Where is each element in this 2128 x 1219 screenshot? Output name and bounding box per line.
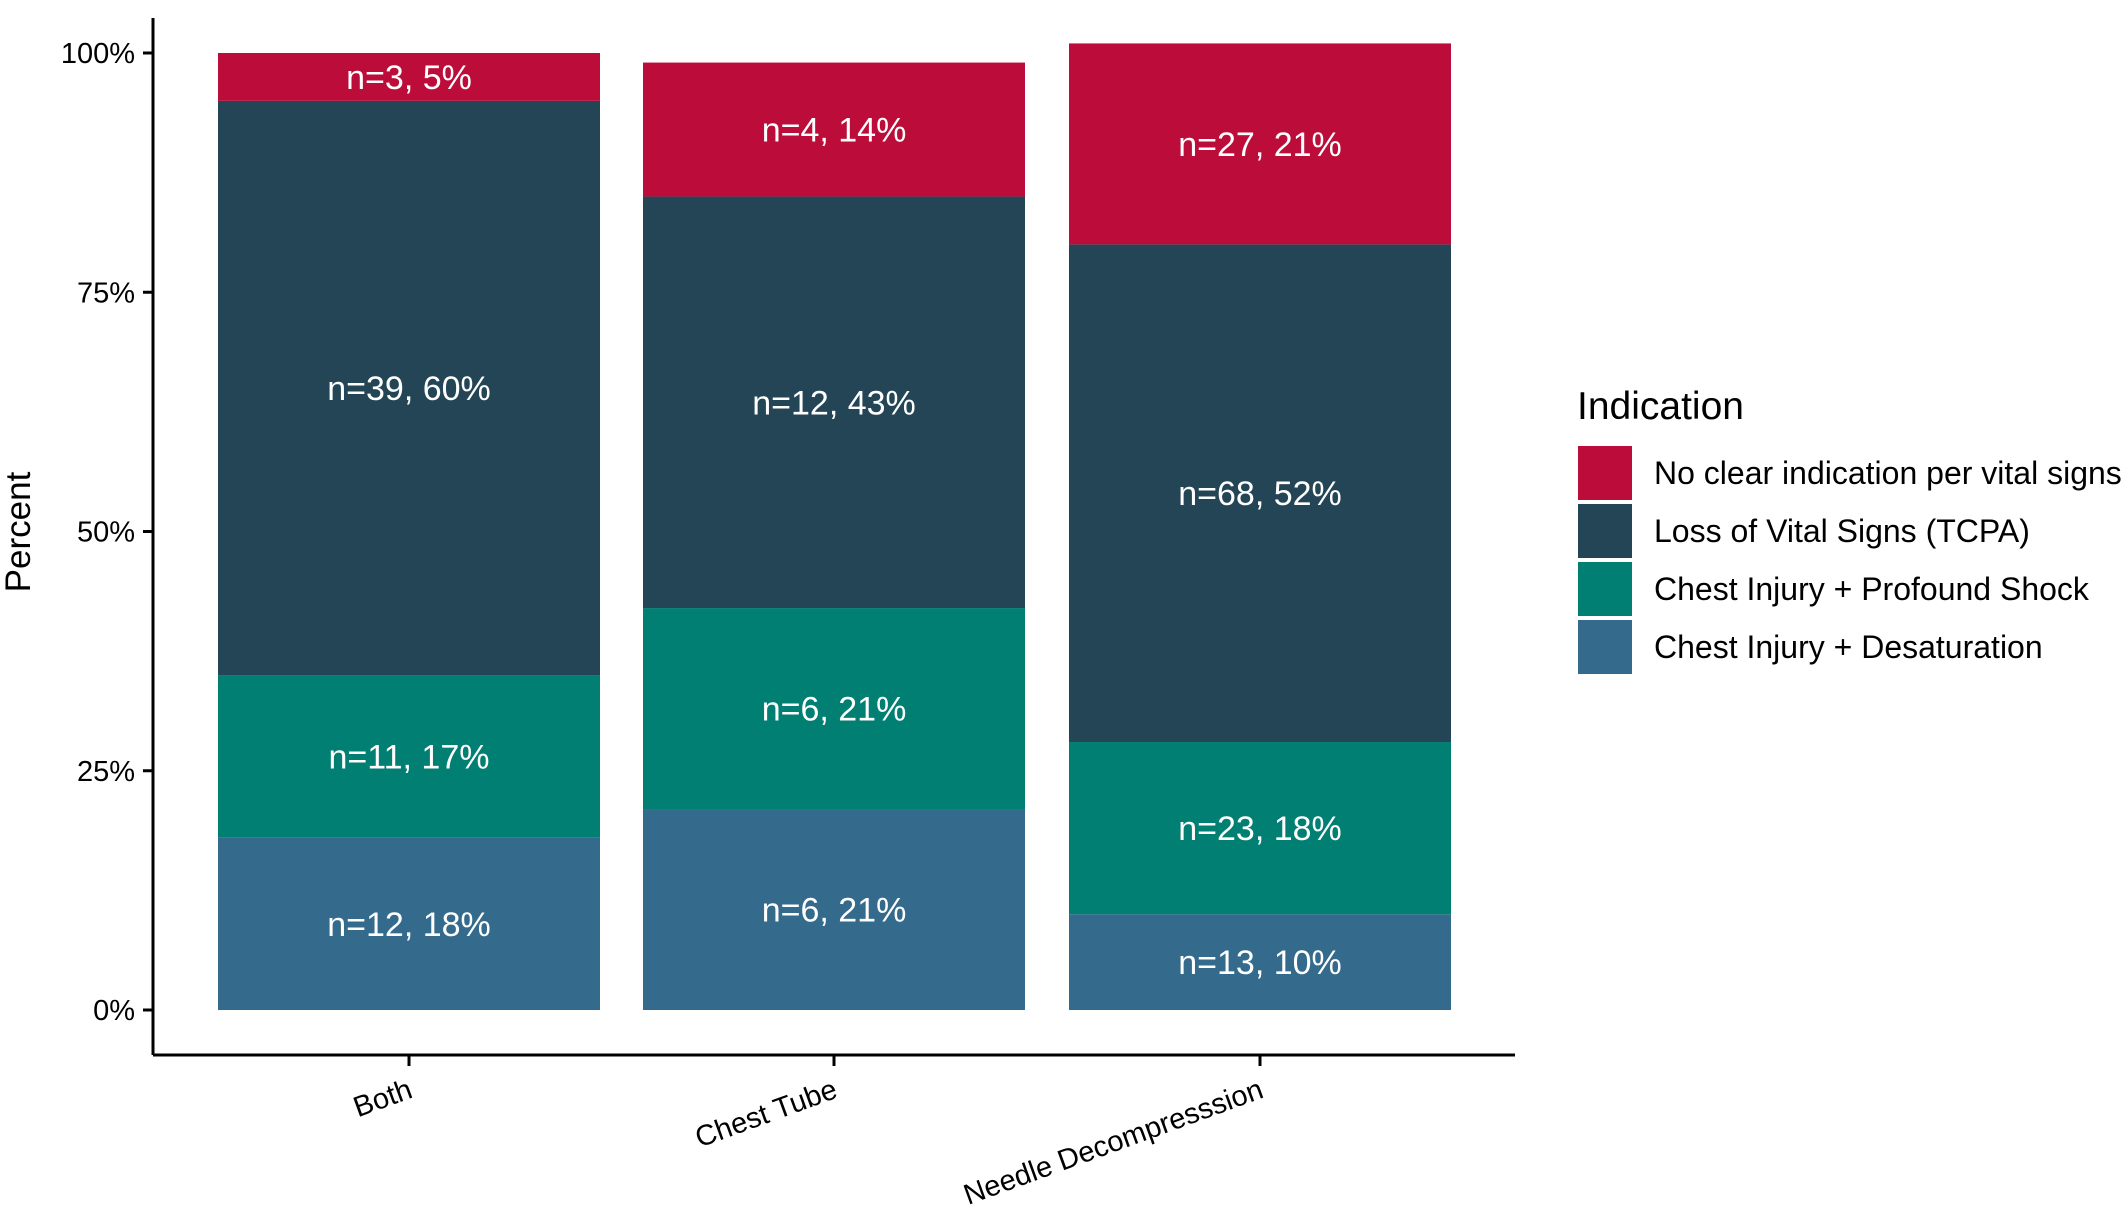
segment-label: n=12, 43%	[752, 384, 916, 422]
y-tick-label: 0%	[93, 995, 135, 1027]
bar-chest-tube-loss-of-vital-signs-tcpa	[643, 196, 1025, 609]
bar-needle-decompresssion-no-clear-indication-per-vital-signs	[1069, 43, 1451, 245]
segment-label: n=6, 21%	[762, 691, 907, 729]
bar-both-no-clear-indication-per-vital-signs	[218, 53, 600, 101]
bar-chest-tube-chest-injury-profound-shock	[643, 608, 1025, 810]
y-tick-label: 75%	[77, 277, 135, 309]
segment-label: n=39, 60%	[327, 370, 491, 408]
legend-swatch-loss-of-vital-signs-tcpa	[1578, 504, 1632, 558]
segment-label: n=6, 21%	[762, 892, 907, 930]
x-axis: Both Chest Tube Needle Decompresssion	[153, 1053, 1515, 1212]
legend-title: Indication	[1577, 385, 1744, 428]
legend-label: Chest Injury + Desaturation	[1654, 629, 2043, 665]
y-tick-label: 50%	[77, 517, 135, 549]
legend-label: No clear indication per vital signs	[1654, 455, 2122, 491]
legend-swatch-chest-injury-profound-shock	[1578, 562, 1632, 616]
y-axis-title: Percent	[0, 471, 38, 592]
segment-label: n=13, 10%	[1178, 944, 1342, 982]
bar-needle-decompresssion-chest-injury-desaturation	[1069, 914, 1451, 1010]
legend-swatch-no-clear-indication-per-vital-signs	[1578, 446, 1632, 500]
segment-label: n=11, 17%	[328, 738, 489, 776]
x-tick-label: Needle Decompresssion	[960, 1074, 1268, 1212]
segment-label: n=27, 21%	[1178, 126, 1342, 164]
segment-labels-layer: n=12, 18% n=11, 17% n=39, 60% n=3, 5% n=6, 2…	[327, 59, 1342, 982]
bar-both-chest-injury-profound-shock	[218, 675, 600, 838]
bar-chest-tube-no-clear-indication-per-vital-signs	[643, 62, 1025, 197]
segment-label: n=23, 18%	[1178, 810, 1342, 848]
segment-label: n=12, 18%	[327, 906, 491, 944]
bar-both-loss-of-vital-signs-tcpa	[218, 100, 600, 676]
segment-label: n=4, 14%	[762, 112, 907, 150]
y-tick-label: 100%	[61, 38, 135, 70]
legend-label: Chest Injury + Profound Shock	[1654, 571, 2090, 607]
x-tick-label: Both	[349, 1074, 416, 1124]
bar-both-chest-injury-desaturation	[218, 837, 600, 1010]
segment-label: n=68, 52%	[1178, 475, 1342, 513]
legend-label: Loss of Vital Signs (TCPA)	[1654, 513, 2030, 549]
bar-chest-tube-chest-injury-desaturation	[643, 809, 1025, 1010]
y-tick-label: 25%	[77, 756, 135, 788]
legend: Indication No clear indication per vital…	[1577, 385, 2122, 674]
segment-label: n=3, 5%	[346, 59, 472, 97]
bars-layer	[218, 43, 1451, 1010]
legend-swatch-chest-injury-desaturation	[1578, 620, 1632, 674]
bar-needle-decompresssion-loss-of-vital-signs-tcpa	[1069, 244, 1451, 743]
x-tick-label: Chest Tube	[691, 1074, 841, 1155]
y-axis: 0% 25% 50% 75% 100%	[61, 18, 155, 1055]
bar-needle-decompresssion-chest-injury-profound-shock	[1069, 742, 1451, 915]
